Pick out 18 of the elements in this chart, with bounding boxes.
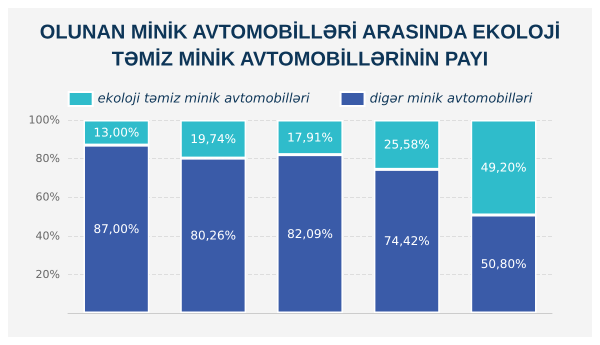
chart-title: OLUNAN MİNİK AVTOMOBİLLƏRİ ARASINDA EKOLOJİ TƏMİZ MİNİK AVTOMOBİLLƏRİNİN PAYI — [40, 20, 560, 70]
y-tick-label: 40% — [36, 229, 60, 242]
legend-label: digər minik avtomobilləri — [370, 92, 533, 106]
data-label: 49,20% — [480, 160, 526, 174]
y-tick-label: 100% — [28, 114, 60, 126]
legend-label: ekoloji təmiz minik avtomobilləri — [98, 92, 310, 106]
data-label: 19,74% — [190, 132, 236, 146]
y-tick-label: 20% — [36, 268, 60, 281]
y-tick-label: 80% — [36, 152, 60, 166]
y-tick-label: 60% — [36, 190, 60, 204]
data-label: 80,26% — [190, 228, 236, 243]
data-label: 82,09% — [287, 226, 333, 241]
data-label: 50,80% — [480, 256, 526, 271]
data-label: 13,00% — [94, 126, 140, 140]
data-label: 74,42% — [384, 234, 430, 248]
data-label: 87,00% — [94, 222, 140, 236]
data-label: 17,91% — [287, 130, 333, 144]
data-label: 25,58% — [384, 138, 430, 152]
